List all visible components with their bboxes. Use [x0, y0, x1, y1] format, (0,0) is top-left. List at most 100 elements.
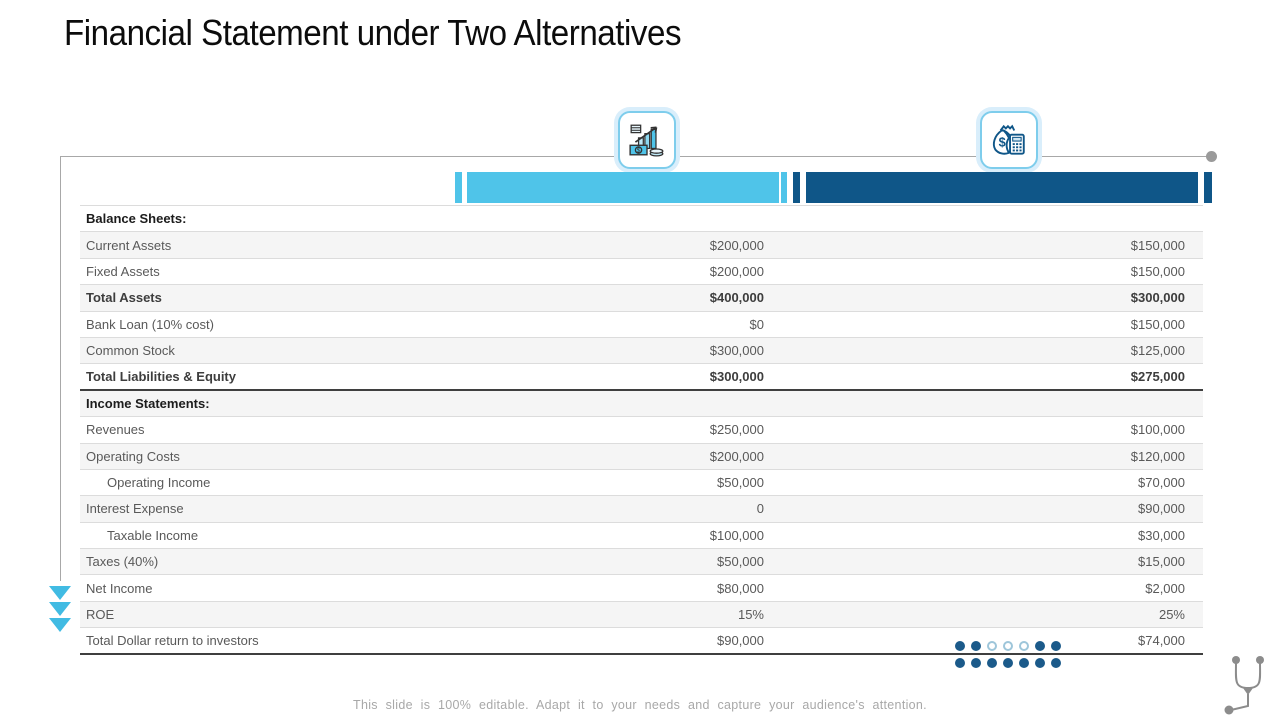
- row-label: Interest Expense: [86, 501, 184, 517]
- alternative-2-value: $100,000: [1130, 422, 1185, 438]
- alternative-1-value: 15%: [737, 607, 764, 623]
- alternative-2-value: $300,000: [1130, 290, 1185, 306]
- table-row: Balance Sheets:: [80, 206, 1203, 233]
- row-label: Revenues: [86, 422, 145, 438]
- dot-filled: [955, 641, 965, 651]
- row-label: Taxable Income: [107, 527, 199, 543]
- table-row: Net Income $80,000 $2,000: [80, 575, 1203, 602]
- table-row: Income Statements:: [80, 390, 1203, 418]
- table-row: Taxable Income $100,000 $30,000: [80, 522, 1203, 550]
- dot-filled: [971, 641, 981, 651]
- alternative-2-value: 25%: [1158, 607, 1185, 623]
- dot-filled: [1035, 658, 1045, 668]
- alternative-2-value: $90,000: [1138, 501, 1185, 517]
- row-label: Balance Sheets:: [86, 211, 187, 227]
- table-row: Total Assets $400,000 $300,000: [80, 285, 1203, 312]
- alternative-1-icon-badge: $: [618, 111, 676, 169]
- down-arrow-icon: [49, 618, 71, 632]
- table-row: Common Stock $300,000 $125,000: [80, 337, 1203, 365]
- dot-filled: [987, 658, 997, 668]
- dot-filled: [1051, 641, 1061, 651]
- dark-bar-left-cap: [793, 172, 800, 203]
- table-row: Interest Expense 0 $90,000: [80, 496, 1203, 523]
- svg-text:$: $: [999, 135, 1006, 149]
- row-label: Common Stock: [86, 343, 175, 359]
- alternative-1-value: $300,000: [709, 369, 764, 385]
- dot-hollow: [1019, 641, 1029, 651]
- alternative-1-value: $300,000: [709, 343, 764, 359]
- alternative-2-value: $2,000: [1145, 580, 1185, 596]
- table-row: Bank Loan (10% cost) $0 $150,000: [80, 311, 1203, 338]
- alternative-1-value: 0: [756, 501, 764, 517]
- dot-filled: [1035, 641, 1045, 651]
- row-label: Taxes (40%): [86, 554, 159, 570]
- alternative-2-value: $275,000: [1130, 369, 1185, 385]
- alternative-1-value: $50,000: [717, 475, 764, 491]
- dot-filled: [1019, 658, 1029, 668]
- down-arrow-icon: [49, 586, 71, 600]
- table-row: Taxes (40%) $50,000 $15,000: [80, 549, 1203, 576]
- alternative-1-value: $80,000: [717, 580, 764, 596]
- alternative-2-value: $125,000: [1130, 343, 1185, 359]
- alternative-2-value: $150,000: [1130, 316, 1185, 332]
- dot-hollow: [987, 641, 997, 651]
- row-label: Operating Costs: [86, 448, 180, 464]
- alternative-2-value: $30,000: [1138, 527, 1185, 543]
- dot-filled: [1003, 658, 1013, 668]
- row-label: ROE: [86, 607, 115, 623]
- dark-bar-right-cap: [1204, 172, 1212, 203]
- alternative-1-value: $200,000: [709, 448, 764, 464]
- alternative-2-header-bar: [806, 172, 1198, 203]
- alternative-1-value: $400,000: [709, 290, 764, 306]
- row-label: Income Statements:: [86, 395, 210, 411]
- financial-table: Balance Sheets: Current Assets $200,000 $15…: [80, 205, 1203, 655]
- row-label: Total Liabilities & Equity: [86, 369, 236, 385]
- alternative-2-value: $150,000: [1130, 263, 1185, 279]
- alternative-2-value: $120,000: [1130, 448, 1185, 464]
- table-row: Operating Income $50,000 $70,000: [80, 469, 1203, 497]
- row-label: Current Assets: [86, 237, 172, 253]
- table-row: Total Dollar return to investors $90,000 $…: [80, 628, 1203, 655]
- dot-filled: [1051, 658, 1061, 668]
- table-row: ROE 15% 25%: [80, 601, 1203, 629]
- alternative-2-value: $15,000: [1138, 554, 1185, 570]
- row-label: Total Assets: [86, 290, 162, 306]
- money-bag-calculator-icon: $: [992, 124, 1025, 155]
- row-label: Operating Income: [107, 475, 211, 491]
- alternative-2-value: $74,000: [1138, 632, 1185, 648]
- row-label: Total Dollar return to investors: [86, 632, 259, 648]
- alternative-2-value: $70,000: [1138, 475, 1185, 491]
- alternative-1-value: $0: [749, 316, 764, 332]
- down-arrow-icon: [49, 602, 71, 616]
- row-label: Bank Loan (10% cost): [86, 316, 214, 332]
- table-row: Total Liabilities & Equity $300,000 $275,0…: [80, 364, 1203, 391]
- alternative-1-header-bar: [467, 172, 779, 203]
- dot-filled: [955, 658, 965, 668]
- table-row: Operating Costs $200,000 $120,000: [80, 443, 1203, 470]
- dot-hollow: [1003, 641, 1013, 651]
- page-title: Financial Statement under Two Alternativ…: [64, 12, 682, 53]
- svg-text:$: $: [637, 148, 641, 155]
- row-label: Net Income: [86, 580, 153, 596]
- alternative-2-value: $150,000: [1130, 237, 1185, 253]
- alternative-1-value: $50,000: [717, 554, 764, 570]
- table-row: Fixed Assets $200,000 $150,000: [80, 258, 1203, 286]
- table-row: Current Assets $200,000 $150,000: [80, 232, 1203, 259]
- growth-chart-money-icon: $: [629, 124, 664, 157]
- line-end-dot: [1206, 151, 1217, 162]
- alternative-2-icon-badge: $: [980, 111, 1038, 169]
- alternative-1-value: $90,000: [717, 632, 764, 648]
- row-label: Fixed Assets: [86, 263, 160, 279]
- alternative-1-value: $200,000: [709, 237, 764, 253]
- alternative-1-value: $200,000: [709, 263, 764, 279]
- table-row: Revenues $250,000 $100,000: [80, 417, 1203, 444]
- alternative-1-value: $100,000: [709, 527, 764, 543]
- footer-caption: This slide is 100% editable. Adapt it to…: [353, 698, 927, 712]
- light-bar-right-cap: [781, 172, 787, 203]
- alternative-1-value: $250,000: [709, 422, 764, 438]
- light-bar-left-cap: [455, 172, 462, 203]
- dot-filled: [971, 658, 981, 668]
- left-divider-line: [60, 157, 61, 581]
- stethoscope-icon: [1224, 656, 1264, 715]
